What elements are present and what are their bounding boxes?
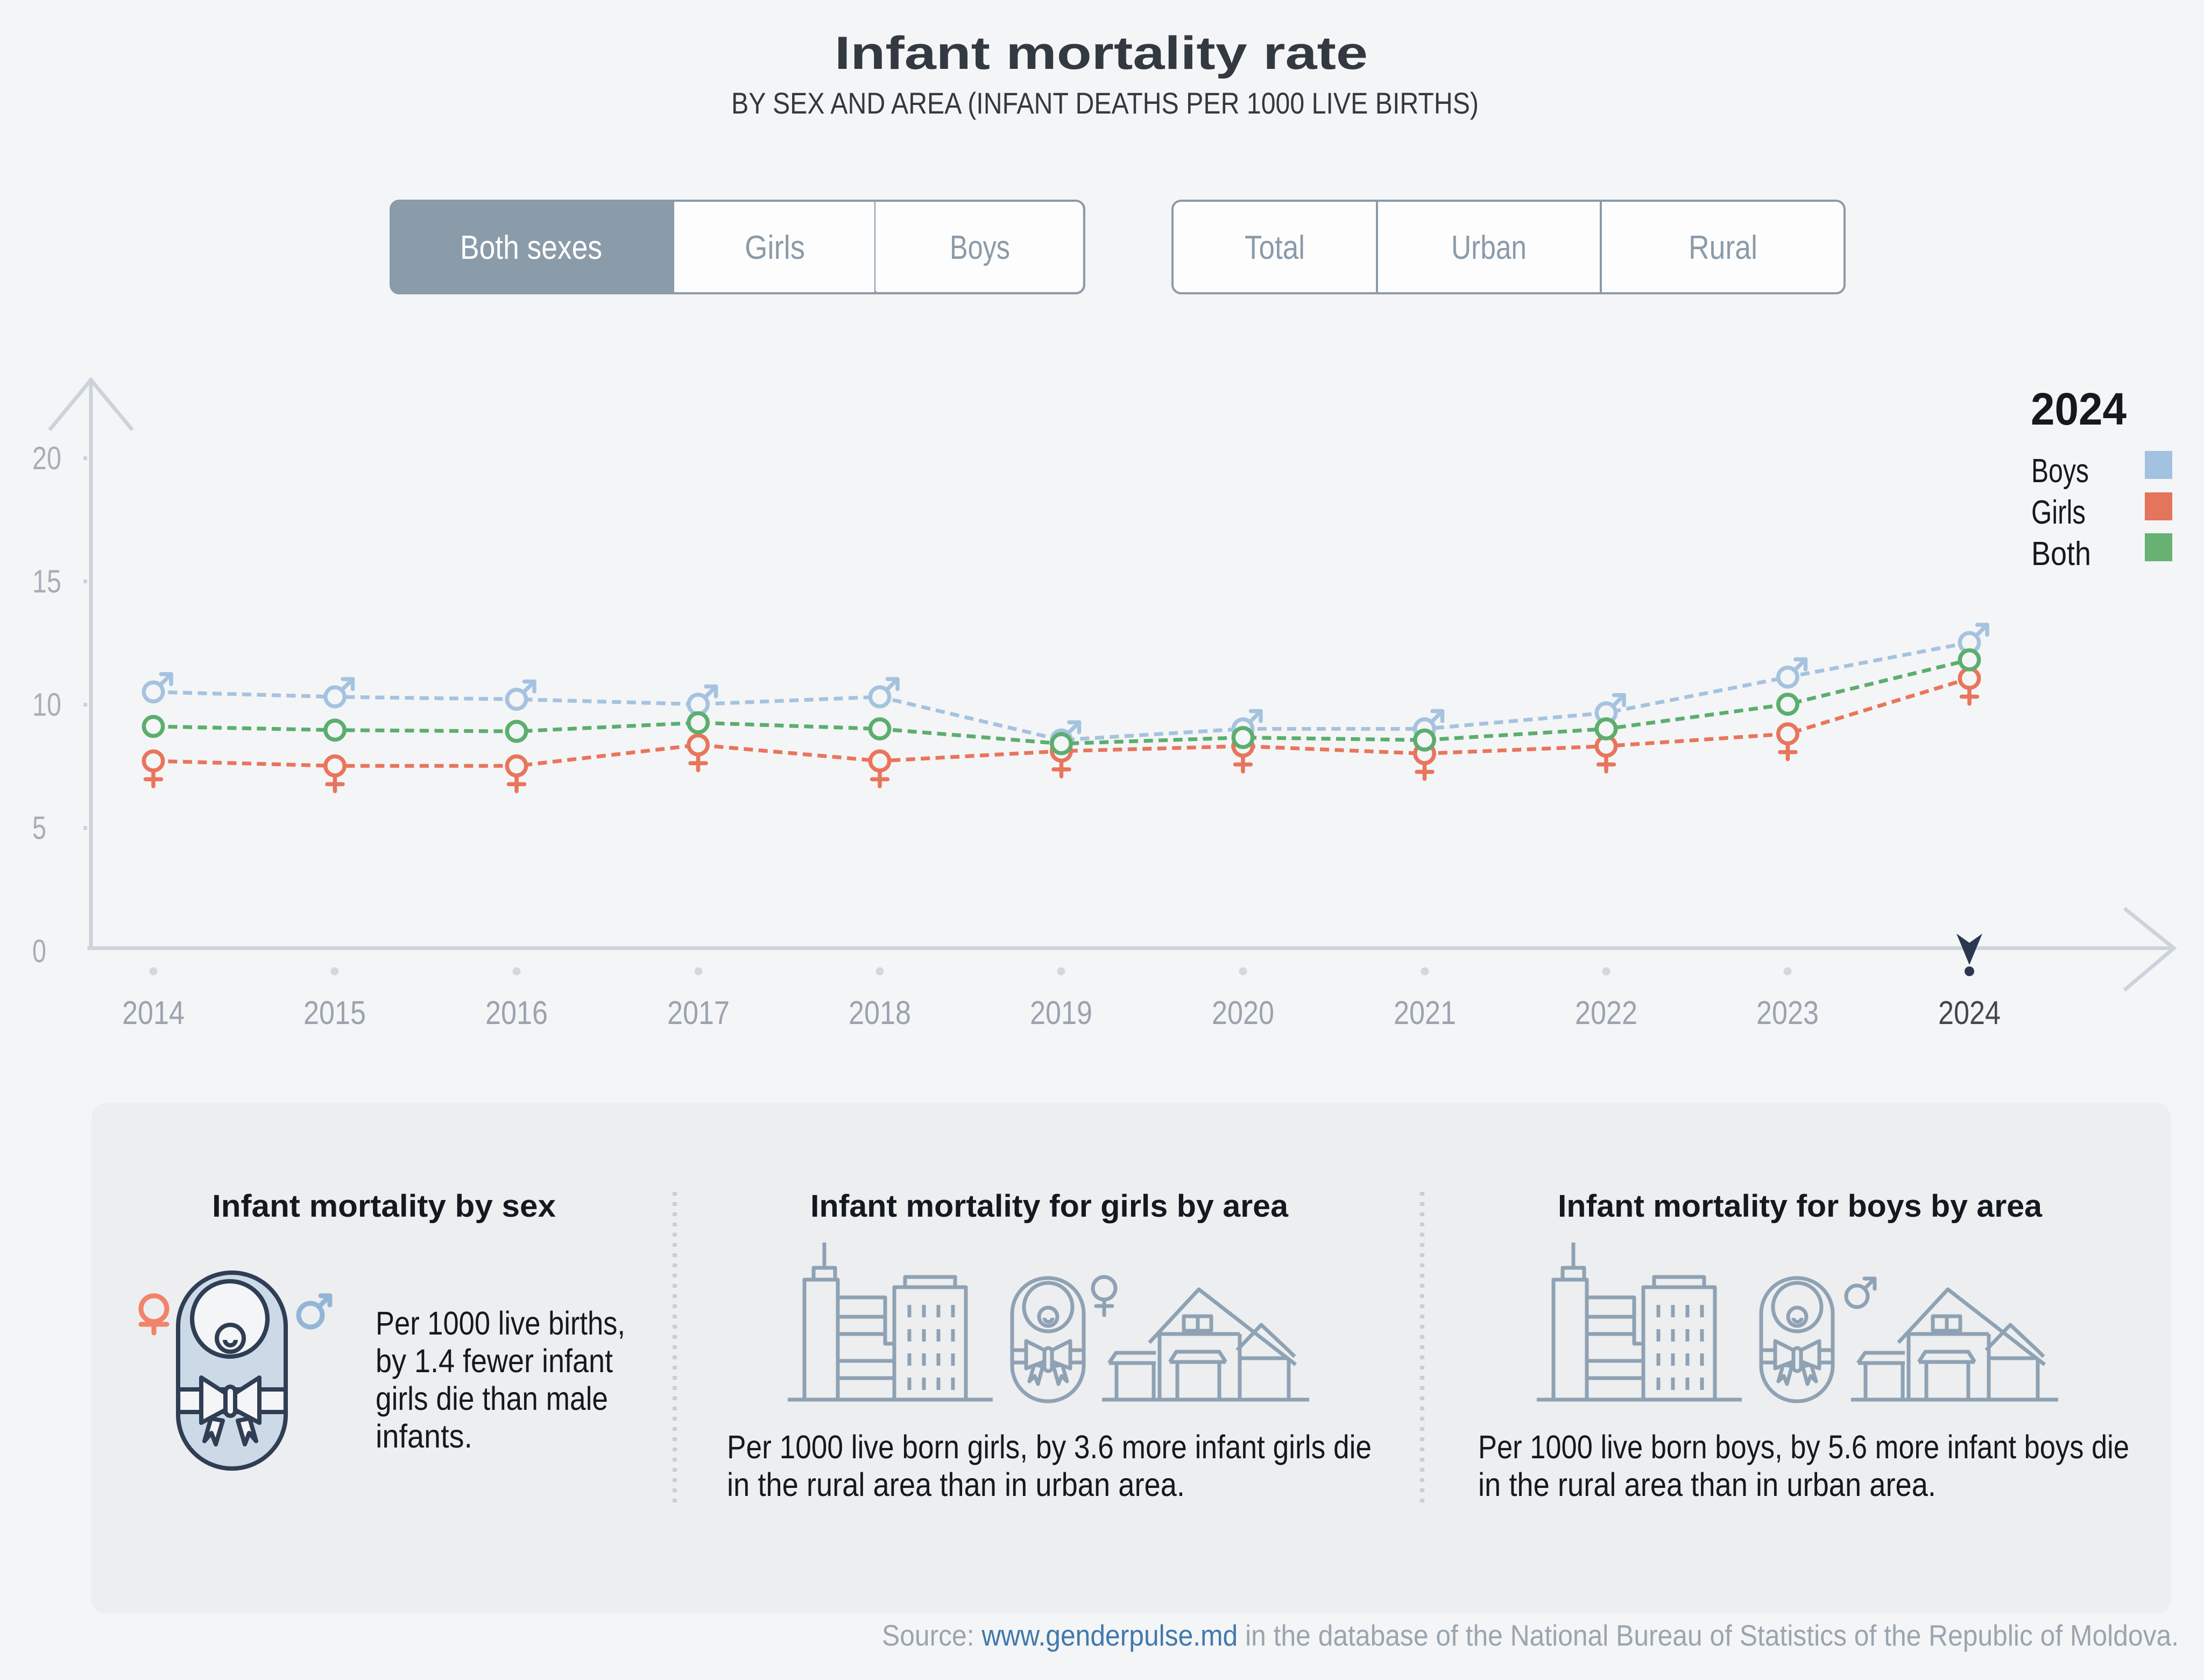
svg-text:Per 1000 live born boys, by 5.: Per 1000 live born boys, by 5.6 more inf… — [1478, 1429, 2129, 1465]
svg-text:2023: 2023 — [1756, 994, 1819, 1031]
svg-text:5: 5 — [32, 810, 46, 846]
svg-text:Urban: Urban — [1451, 229, 1527, 266]
svg-text:Boys: Boys — [2031, 453, 2089, 490]
svg-text:10: 10 — [32, 687, 61, 723]
svg-text:0: 0 — [32, 933, 46, 969]
svg-text:2024: 2024 — [2031, 384, 2127, 434]
svg-text:2020: 2020 — [1212, 994, 1274, 1031]
svg-text:BY SEX AND AREA (INFANT DEATHS: BY SEX AND AREA (INFANT DEATHS PER 1000 … — [731, 86, 1479, 120]
svg-text:2018: 2018 — [849, 994, 911, 1031]
svg-text:Boys: Boys — [950, 229, 1010, 266]
svg-text:2016: 2016 — [485, 994, 548, 1031]
svg-text:Total: Total — [1245, 229, 1305, 266]
svg-text:Per 1000 live born girls, by 3: Per 1000 live born girls, by 3.6 more in… — [727, 1429, 1372, 1465]
svg-text:Source: www.genderpulse.md in: Source: www.genderpulse.md in the databa… — [882, 1619, 2179, 1652]
svg-text:Infant mortality rate: Infant mortality rate — [835, 27, 1368, 79]
svg-text:2021: 2021 — [1394, 994, 1456, 1031]
svg-text:Girls: Girls — [745, 229, 805, 266]
svg-text:Rural: Rural — [1689, 229, 1757, 266]
svg-text:infants.: infants. — [376, 1418, 472, 1455]
svg-text:by 1.4 fewer infant: by 1.4 fewer infant — [376, 1343, 613, 1379]
svg-text:15: 15 — [32, 563, 61, 599]
svg-text:Infant mortality for boys by a: Infant mortality for boys by area — [1558, 1189, 2043, 1224]
svg-text:2014: 2014 — [122, 994, 185, 1031]
svg-text:Both: Both — [2031, 535, 2091, 573]
svg-text:2015: 2015 — [303, 994, 366, 1031]
svg-text:Infant mortality for girls by: Infant mortality for girls by area — [810, 1189, 1289, 1224]
svg-text:2017: 2017 — [667, 994, 730, 1031]
svg-text:Infant mortality by sex: Infant mortality by sex — [212, 1189, 556, 1224]
svg-text:in the rural area than in urba: in the rural area than in urban area. — [727, 1466, 1185, 1503]
svg-text:2019: 2019 — [1030, 994, 1092, 1031]
svg-text:2022: 2022 — [1575, 994, 1637, 1031]
svg-text:Both sexes: Both sexes — [460, 229, 602, 266]
svg-text:girls die than male: girls die than male — [376, 1380, 608, 1417]
svg-text:Girls: Girls — [2031, 494, 2086, 531]
svg-text:20: 20 — [32, 440, 61, 476]
svg-text:Per 1000 live births,: Per 1000 live births, — [376, 1305, 625, 1342]
svg-text:in the rural area than in urba: in the rural area than in urban area. — [1478, 1466, 1936, 1503]
svg-text:2024: 2024 — [1938, 994, 2001, 1031]
